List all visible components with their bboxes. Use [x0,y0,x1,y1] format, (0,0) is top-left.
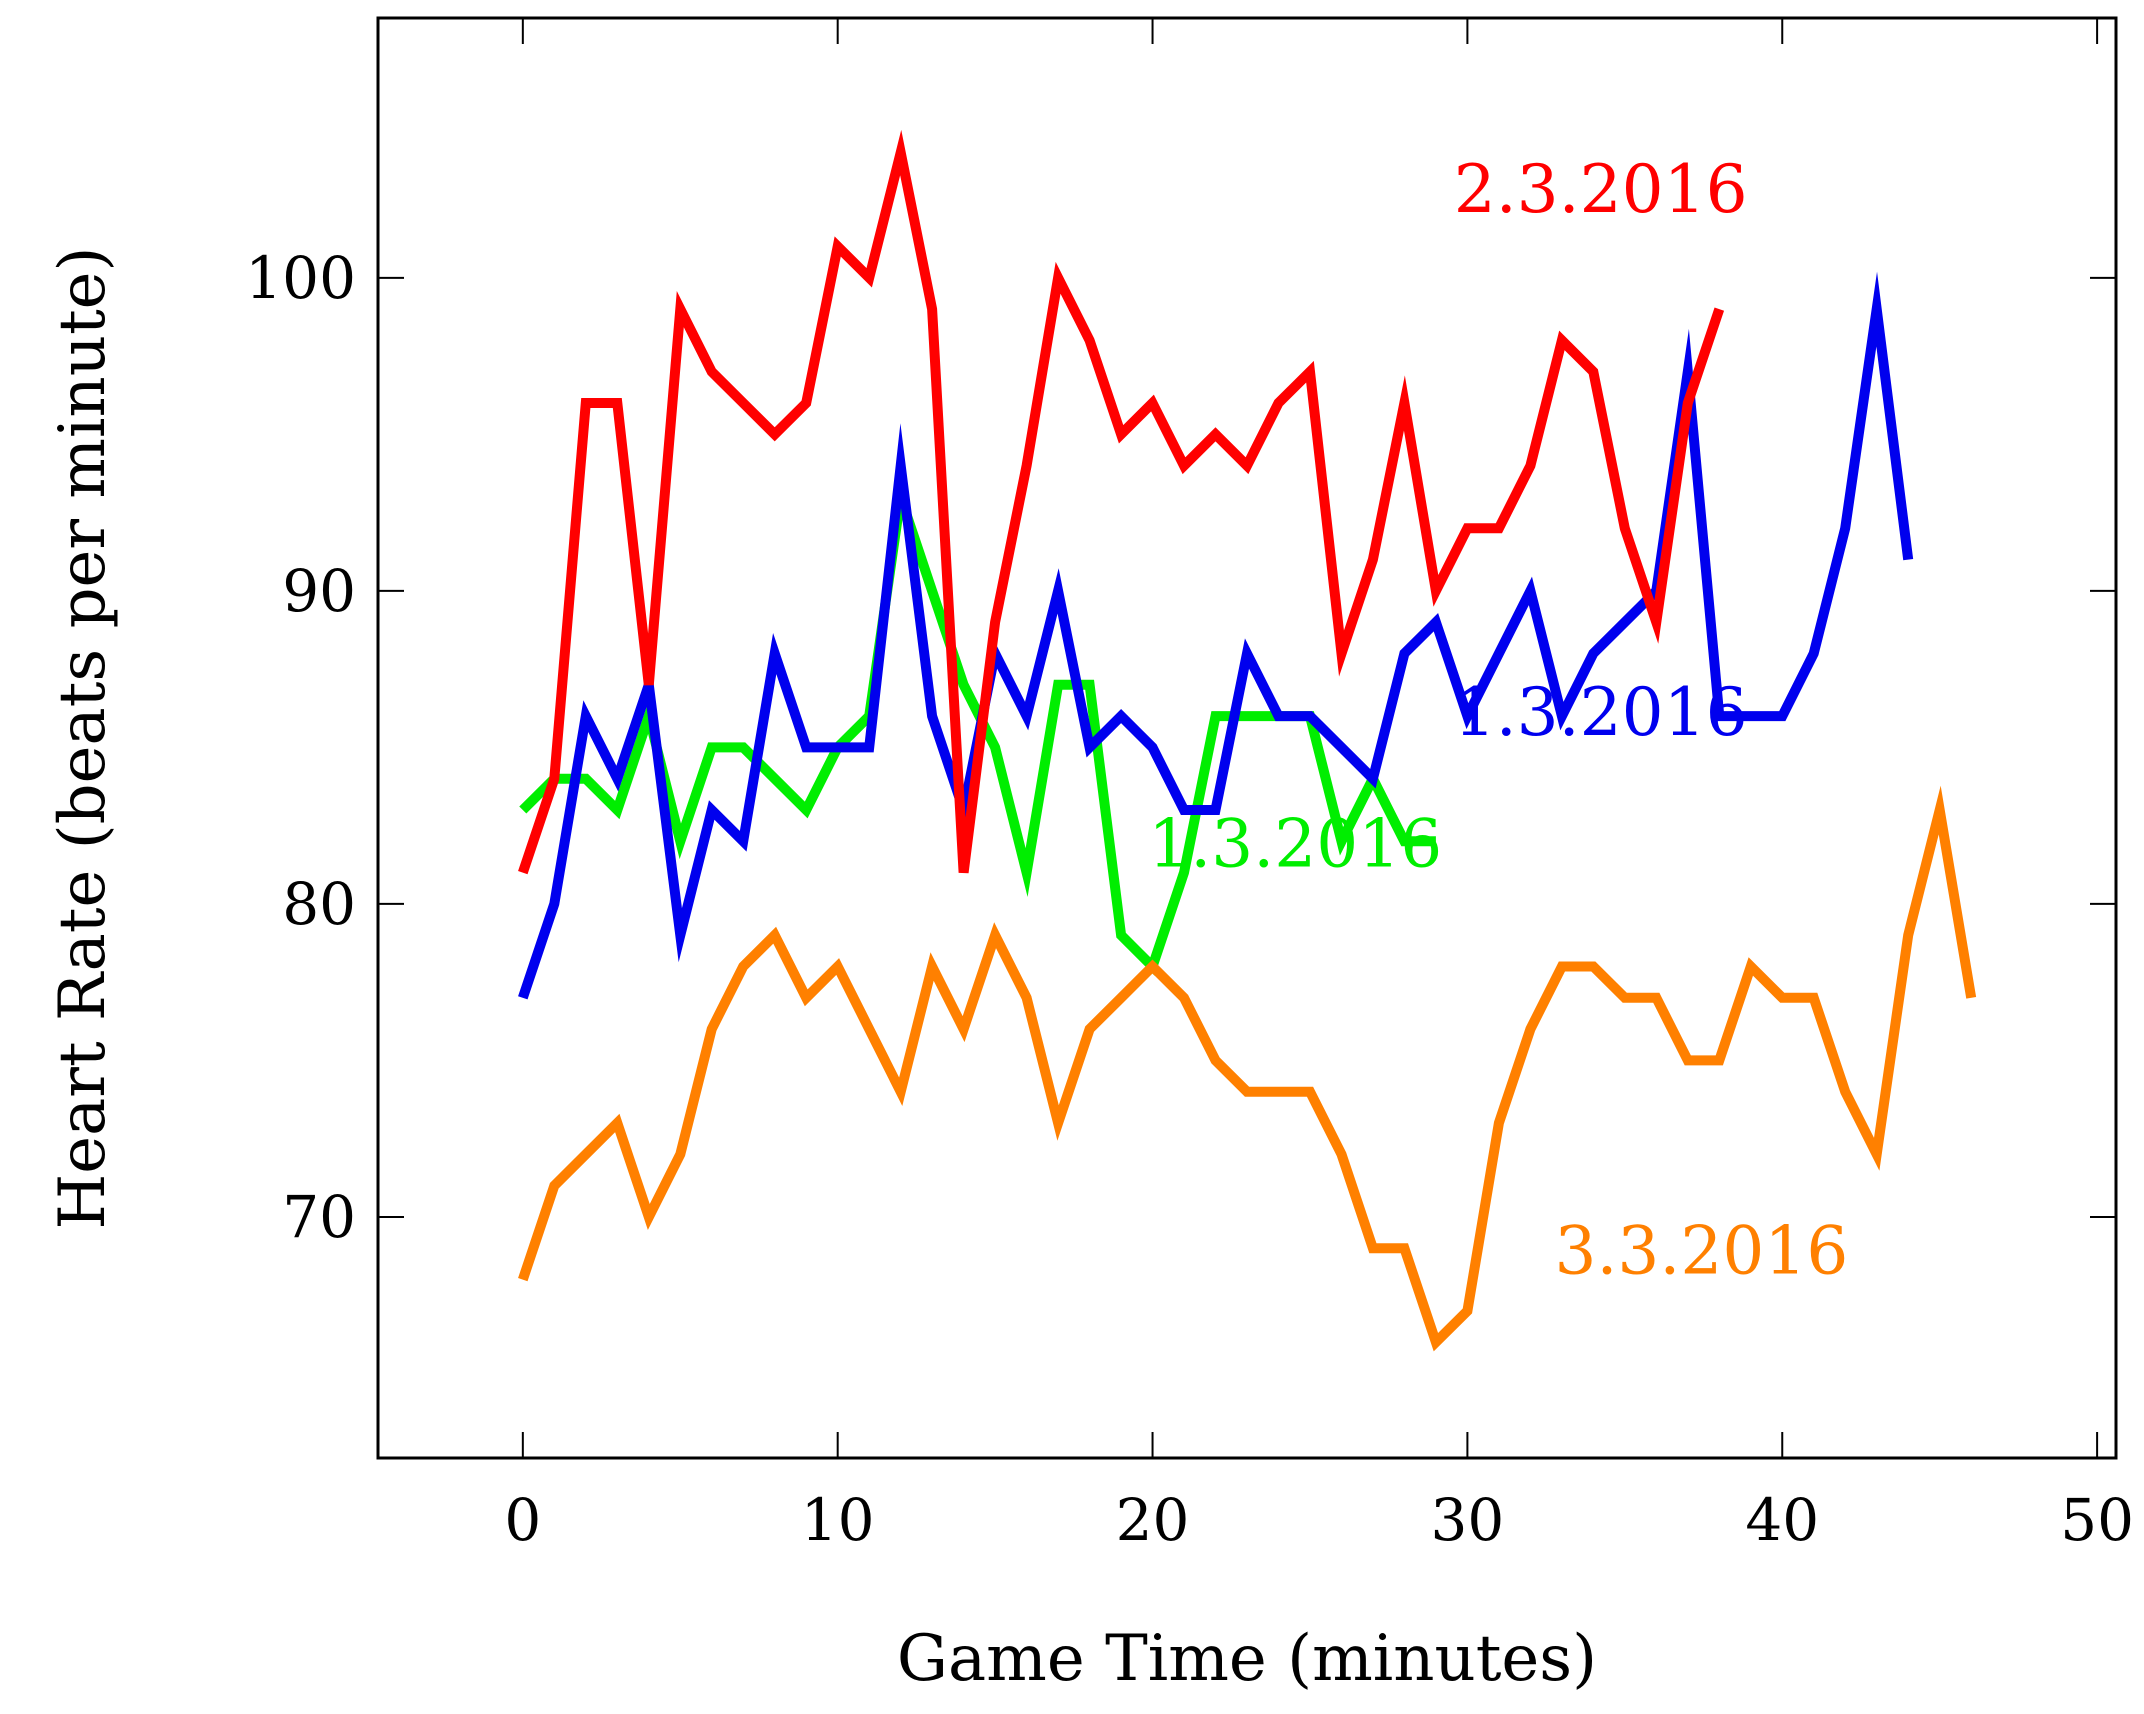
series-lines [518,129,1977,1352]
x-tick-label: 50 [2060,1486,2134,1554]
series-line-4 [518,785,1977,1352]
series-label-4: 3.3.2016 [1554,1212,1848,1289]
series-line-3 [518,129,1725,875]
x-axis-ticks: 0 10 20 30 40 50 [504,18,2134,1554]
x-tick-label: 10 [801,1486,875,1554]
x-tick-label: 40 [1745,1486,1819,1554]
series-label-2: 1.3.2016 [1454,674,1748,751]
y-tick-label: 70 [282,1183,356,1251]
y-axis-ticks: 70 80 90 100 [245,244,2116,1251]
x-tick-label: 0 [504,1486,541,1554]
series-line-2 [518,271,1914,1000]
x-tick-label: 20 [1116,1486,1190,1554]
y-tick-label: 80 [282,870,356,938]
y-axis-title: Heart Rate (beats per minute) [46,246,120,1229]
series-label-3: 2.3.2016 [1454,151,1748,228]
y-tick-label: 90 [282,557,356,625]
y-tick-label: 100 [245,244,356,312]
x-axis-title: Game Time (minutes) [897,1622,1597,1696]
x-tick-label: 30 [1430,1486,1504,1554]
series-label-1: 1.3.2016 [1148,805,1442,882]
plot-frame [376,16,2118,1460]
